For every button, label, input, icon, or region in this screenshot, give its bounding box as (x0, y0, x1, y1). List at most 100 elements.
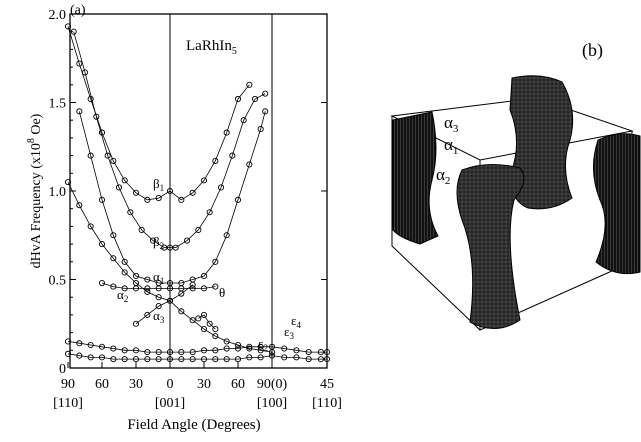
data-point-beta2 (172, 244, 179, 251)
data-point-alpha3_down (76, 202, 83, 209)
data-point-beta1 (166, 187, 174, 195)
data-point-epsilon_a (144, 349, 151, 356)
label-alpha2: α2 (436, 165, 450, 187)
series-line-epsilon_a (67, 341, 327, 353)
data-point-alpha3_down (178, 308, 185, 315)
data-point-beta1 (155, 195, 162, 202)
data-point-alpha1 (246, 161, 253, 168)
x-direction-label: [100] (257, 396, 287, 411)
data-point-epsilon_b (166, 356, 174, 363)
data-point-beta2 (81, 69, 89, 76)
data-point-beta2 (104, 152, 111, 159)
data-point-beta1 (110, 157, 117, 164)
data-point-epsilon_b (98, 354, 106, 361)
y-ticks: 0 0.5 1.0 1.5 2.0 (49, 8, 327, 377)
x-tick-label: 90(0) (257, 377, 288, 392)
data-point-beta2 (93, 113, 100, 120)
data-point-alpha3_down (98, 241, 106, 248)
data-point-epsilon_b (305, 356, 312, 363)
data-point-beta2 (229, 152, 236, 159)
label-alpha3: α3 (444, 113, 459, 135)
data-point-epsilon_b (110, 356, 117, 363)
data-point-alpha1 (200, 272, 208, 280)
y-tick-label: 0.5 (49, 274, 67, 289)
data-point-beta1 (234, 95, 242, 103)
data-point-beta2 (127, 209, 134, 216)
data-point-beta1 (223, 129, 230, 136)
data-point-alpha1 (87, 152, 94, 159)
data-point-beta1 (189, 189, 196, 196)
data-point-beta2 (206, 209, 213, 216)
x-axis-label: Field Angle (Degrees) (127, 417, 260, 433)
annotation-label: β2 (153, 234, 164, 251)
data-point-epsilon_b (87, 354, 94, 361)
data-point-epsilon_a (246, 343, 253, 350)
data-point-epsilon_b (268, 352, 276, 359)
data-point-alpha3_down (132, 279, 140, 287)
data-point-alpha2 (189, 285, 196, 292)
data-point-beta1 (87, 95, 94, 103)
data-point-epsilon_a (76, 340, 83, 347)
data-point-epsilon_a (223, 345, 230, 352)
data-point-beta2 (166, 244, 174, 251)
data-point-beta1 (200, 177, 208, 184)
data-point-beta1 (121, 177, 128, 184)
data-point-alpha1 (110, 232, 117, 239)
data-point-epsilon_a (234, 345, 242, 352)
data-point-beta2 (115, 184, 123, 191)
series-line-theta (198, 314, 216, 330)
data-point-alpha3_up (155, 302, 162, 310)
data-point-theta (195, 315, 202, 322)
series-line-alpha2 (101, 282, 216, 289)
annotation-label: α2 (117, 287, 128, 304)
tube-right (593, 133, 641, 275)
data-point-beta1 (212, 157, 219, 164)
data-point-alpha3_down (155, 294, 162, 301)
data-point-alpha1 (76, 108, 83, 115)
series-line-epsilon_b (67, 353, 327, 360)
data-point-epsilon_b (234, 356, 242, 363)
label-alpha1: α1 (444, 135, 458, 157)
data-point-alpha3_down (200, 326, 208, 333)
x-direction-label: [001] (155, 396, 185, 411)
data-point-alpha3_down (64, 179, 72, 186)
data-point-beta1 (132, 189, 140, 196)
tube-front (456, 164, 525, 329)
panel-a-label: (a) (70, 3, 86, 18)
data-point-epsilon_b (317, 356, 324, 363)
data-point-alpha1 (121, 258, 128, 265)
y-tick-label: 2.0 (49, 8, 67, 23)
y-tick-label: 1.5 (49, 97, 67, 112)
data-point-epsilon_a (166, 349, 174, 356)
data-point-beta2 (70, 28, 77, 35)
data-point-beta2 (161, 244, 168, 251)
series-line-alpha3_up (135, 284, 193, 325)
data-point-alpha2 (200, 285, 208, 292)
x-tick-label: 60 (231, 377, 245, 392)
data-point-epsilon_b (293, 354, 300, 361)
data-point-beta2 (251, 95, 259, 103)
data-point-beta2 (262, 90, 269, 97)
x-direction-label: [110] (312, 396, 342, 411)
data-point-alpha3_down (87, 223, 94, 230)
x-tick-label: 45 (320, 377, 334, 392)
x-tick-label: 30 (197, 377, 211, 392)
data-point-epsilon_b (144, 356, 151, 363)
annotation-theta: θ (219, 285, 225, 300)
data-point-alpha1 (212, 258, 219, 265)
data-point-epsilon_b (257, 354, 264, 361)
data-point-epsilon_a (110, 345, 117, 352)
panel-a-chart: (a) LaRhIn5 dHvA Frequency (x108 Oe) Fie… (26, 3, 342, 433)
data-point-epsilon_a (200, 347, 208, 354)
data-point-alpha2 (155, 285, 162, 292)
data-point-alpha2 (121, 285, 128, 292)
data-point-alpha2 (98, 279, 106, 287)
data-point-beta1 (76, 60, 83, 67)
x-tick-label: 30 (129, 377, 143, 392)
series-line-beta2 (73, 31, 266, 248)
data-point-epsilon_a (64, 338, 72, 345)
data-point-alpha3_up (178, 290, 185, 297)
data-point-theta (200, 311, 208, 318)
data-point-epsilon_a (98, 343, 106, 350)
